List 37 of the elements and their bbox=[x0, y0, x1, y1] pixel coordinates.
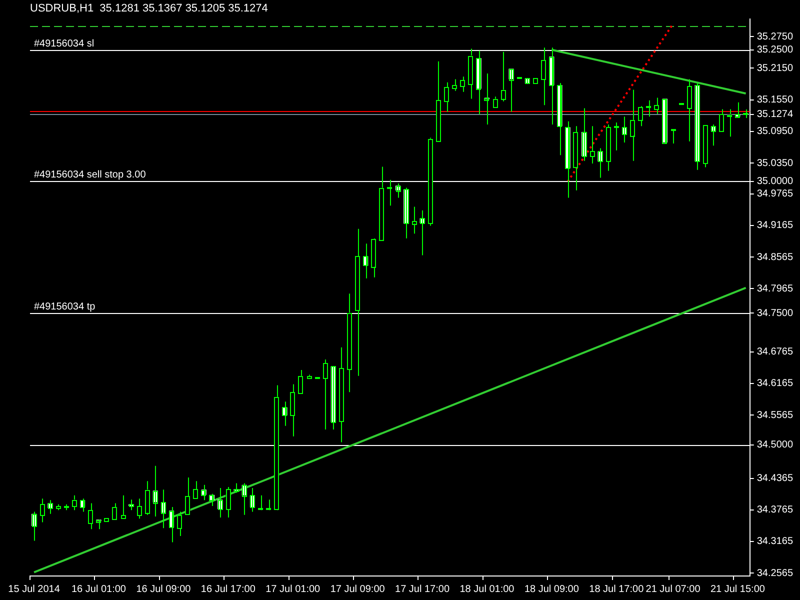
x-tick-label: 21 Jul 07:00 bbox=[646, 584, 701, 595]
x-tick-label: 16 Jul 01:00 bbox=[72, 584, 126, 595]
y-tick-label: 34.3765 bbox=[756, 504, 794, 516]
x-tick-label: 16 Jul 17:00 bbox=[200, 584, 256, 595]
x-tick-label: 18 Jul 09:00 bbox=[524, 584, 580, 595]
y-tick-label: 34.7965 bbox=[756, 283, 794, 294]
ref-line-label: #49156034 sell stop 3.00 bbox=[34, 169, 146, 180]
y-tick-label: 34.2565 bbox=[756, 568, 794, 579]
y-tick-label: 34.9765 bbox=[756, 188, 794, 200]
y-tick-label: 35.0350 bbox=[756, 158, 794, 169]
x-tick-label: 17 Jul 01:00 bbox=[266, 584, 321, 595]
y-tick-label: 34.7500 bbox=[756, 308, 794, 319]
x-tick-label: 17 Jul 17:00 bbox=[395, 584, 450, 595]
x-tick-label: 16 Jul 09:00 bbox=[136, 584, 192, 595]
y-tick-label: 34.6765 bbox=[756, 346, 794, 358]
y-tick-label: 35.1550 bbox=[756, 94, 794, 106]
x-tick-label: 21 Jul 15:00 bbox=[710, 584, 766, 595]
ref-line-label: #49156034 sl bbox=[34, 38, 94, 50]
y-tick-label: 34.8565 bbox=[756, 252, 794, 263]
y-tick-label: 35.2750 bbox=[756, 31, 794, 42]
x-tick-label: 18 Jul 17:00 bbox=[589, 584, 644, 595]
y-tick-label: 34.4365 bbox=[756, 473, 794, 484]
y-tick-label: 35.2500 bbox=[756, 44, 794, 56]
ref-line-label: #49156034 tp bbox=[34, 301, 96, 312]
x-tick-label: 18 Jul 01:00 bbox=[460, 584, 515, 595]
y-tick-label: 34.5000 bbox=[756, 440, 794, 451]
y-tick-label: 35.0000 bbox=[756, 176, 794, 188]
y-tick-label: 34.9165 bbox=[756, 220, 794, 232]
y-tick-label: 34.5565 bbox=[756, 410, 794, 421]
y-tick-label: 34.6165 bbox=[756, 378, 794, 390]
y-tick-label: 35.1274 bbox=[756, 109, 794, 120]
chart-title: USDRUB,H1 35.1281 35.1367 35.1205 35.1274 bbox=[30, 2, 268, 15]
y-tick-label: 35.0950 bbox=[756, 126, 794, 138]
y-tick-label: 34.3165 bbox=[756, 536, 794, 548]
x-tick-label: 15 Jul 2014 bbox=[8, 584, 60, 595]
x-tick-label: 17 Jul 09:00 bbox=[330, 584, 386, 595]
y-tick-label: 35.2150 bbox=[756, 62, 794, 74]
